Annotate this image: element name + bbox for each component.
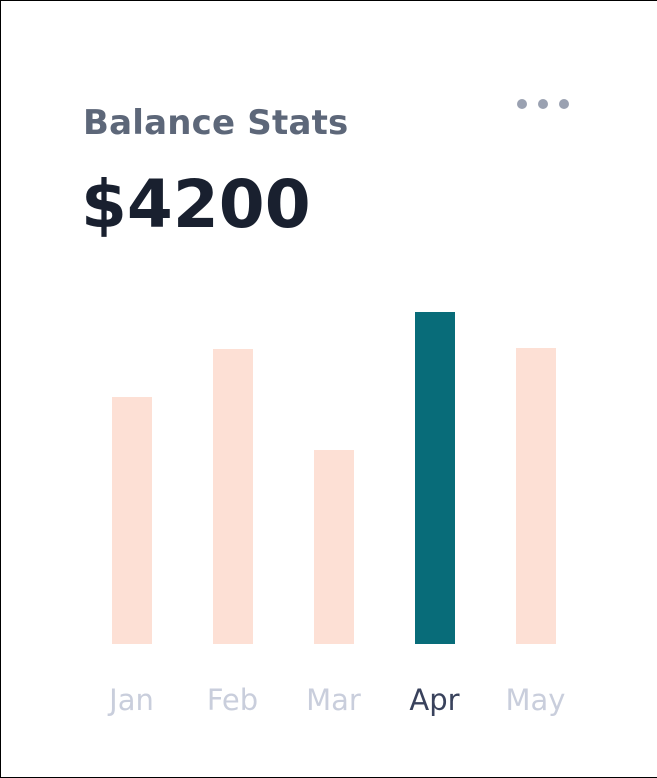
ellipsis-icon: [559, 99, 569, 109]
card-title: Balance Stats: [83, 103, 349, 143]
bar-mar[interactable]: [314, 450, 354, 644]
ellipsis-icon: [538, 99, 548, 109]
month-label-apr[interactable]: Apr: [409, 683, 460, 717]
more-options-button[interactable]: [513, 95, 573, 113]
bar-feb[interactable]: [213, 349, 253, 644]
bar-apr[interactable]: [415, 312, 455, 644]
month-label-mar[interactable]: Mar: [306, 683, 361, 717]
month-labels: Jan Feb Mar Apr May: [81, 686, 586, 715]
bar-jan[interactable]: [112, 397, 152, 644]
month-label-jan[interactable]: Jan: [109, 683, 154, 717]
ellipsis-icon: [517, 99, 527, 109]
balance-value: $4200: [81, 166, 311, 243]
month-label-may[interactable]: May: [505, 683, 566, 717]
bar-chart: [112, 312, 556, 644]
bar-may[interactable]: [516, 348, 556, 644]
month-label-feb[interactable]: Feb: [206, 683, 259, 717]
